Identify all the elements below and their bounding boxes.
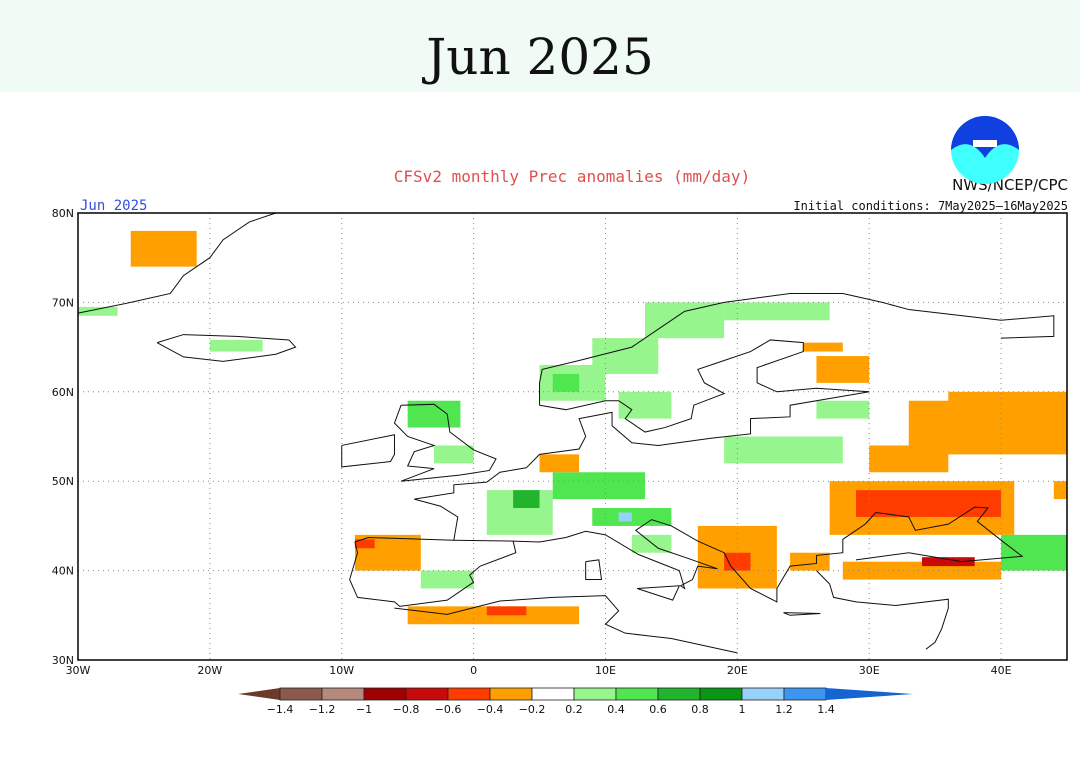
colorbar-label: −0.2 (519, 703, 546, 716)
anomaly-cells (78, 230, 1067, 625)
figure-title: CFSv2 monthly Prec anomalies (mm/day) (394, 167, 750, 186)
coastline (349, 537, 517, 607)
colorbar-swatch (573, 687, 617, 701)
lat-tick-label: 80N (52, 207, 74, 220)
colorbar-label: 0.2 (565, 703, 583, 716)
colorbar-swatch (615, 687, 659, 701)
month-label: Jun 2025 (80, 198, 147, 214)
lon-tick-label: 20E (727, 664, 748, 677)
colorbar-swatch (363, 687, 407, 701)
anomaly-cell (790, 552, 830, 571)
anomaly-cell (539, 454, 580, 473)
colorbar-label: −0.8 (393, 703, 420, 716)
lon-tick-label: 0 (470, 664, 477, 677)
anomaly-cell (921, 557, 975, 567)
anomaly-cell (513, 490, 540, 509)
colorbar-label: 0.4 (607, 703, 625, 716)
colorbar-label: −0.4 (477, 703, 504, 716)
coastline (783, 612, 821, 616)
colorbar-swatch (447, 687, 491, 701)
lon-tick-label: 30W (66, 664, 91, 677)
colorbar-label: 1.4 (817, 703, 835, 716)
anomaly-cell (78, 306, 118, 316)
axis-ticks: 30W 20W 10W 0 10E 20E 30E 40E 30N 40N 50N 60N 70N 80N (52, 207, 1012, 677)
anomaly-cell (869, 445, 949, 473)
colorbar-swatch (321, 687, 365, 701)
colorbar-label: 0.8 (691, 703, 709, 716)
coastline (393, 403, 497, 482)
anomaly-cell (354, 539, 375, 549)
colorbar: −1.4 −1.2 −1 −0.8 −0.6 −0.4 −0.2 0.2 0.4 0.6 0.8 1 1… (238, 687, 913, 716)
colorbar-label: −1 (356, 703, 372, 716)
anomaly-cell (1053, 481, 1067, 500)
lat-tick-label: 70N (52, 296, 74, 309)
colorbar-arrow-high (826, 688, 913, 700)
anomaly-cell (592, 508, 672, 526)
coastlines (77, 212, 1055, 654)
coastline (414, 391, 870, 541)
coastline (816, 570, 949, 650)
lat-tick-label: 30N (52, 654, 74, 667)
anomaly-cell (420, 570, 474, 589)
lon-tick-label: 30E (859, 664, 880, 677)
lon-tick-label: 40E (991, 664, 1012, 677)
anomaly-cell (592, 338, 659, 374)
anomaly-cell (948, 391, 1067, 410)
anomaly-cell (724, 302, 830, 321)
anomaly-cell (618, 512, 632, 522)
lat-tick-label: 50N (52, 475, 74, 488)
coastline (341, 434, 395, 468)
anomaly-cell (130, 230, 197, 267)
colorbar-label: −1.4 (267, 703, 294, 716)
colorbar-label: −1.2 (309, 703, 336, 716)
initial-conditions: Initial conditions: 7May2025–16May2025 (793, 199, 1068, 213)
anomaly-cell (631, 534, 672, 553)
anomaly-cell (724, 436, 843, 464)
anomaly-cell (803, 342, 843, 352)
colorbar-swatch (489, 687, 533, 701)
noaa-logo-icon (951, 116, 1019, 184)
colorbar-swatch (657, 687, 701, 701)
anomaly-cell (816, 356, 870, 383)
page-title: Jun 2025 (426, 28, 654, 86)
colorbar-swatch (405, 687, 449, 701)
anomaly-cell (209, 339, 263, 352)
coastline (539, 339, 870, 433)
colorbar-swatch (279, 687, 323, 701)
coastline (394, 595, 738, 654)
colorbar-label: 1 (739, 703, 746, 716)
anomaly-cell (856, 490, 1002, 517)
lon-tick-label: 10W (329, 664, 354, 677)
lon-tick-label: 20W (197, 664, 222, 677)
colorbar-swatch (741, 687, 785, 701)
colorbar-label: 1.2 (775, 703, 793, 716)
anomaly-cell (552, 373, 580, 392)
colorbar-swatch (783, 687, 827, 701)
anomaly-cell (618, 391, 672, 419)
coastline (77, 212, 276, 314)
anomaly-cell (1001, 534, 1067, 571)
lat-tick-label: 60N (52, 386, 74, 399)
colorbar-swatch (699, 687, 743, 701)
colorbar-arrow-low (238, 688, 280, 700)
anomaly-cell (434, 445, 474, 464)
anomaly-cell (816, 400, 870, 419)
map-frame (77, 212, 1068, 661)
coastline (539, 292, 1055, 406)
title-band (0, 0, 1080, 92)
colorbar-label: 0.6 (649, 703, 667, 716)
colorbar-label: −0.6 (435, 703, 462, 716)
colorbar-swatch (531, 687, 575, 701)
lon-tick-label: 10E (595, 664, 616, 677)
coastline (585, 559, 603, 581)
anomaly-cell (645, 302, 725, 339)
coastline (156, 334, 297, 362)
anomaly-cell (552, 472, 646, 500)
coastline (636, 585, 681, 601)
lat-tick-label: 40N (52, 565, 74, 578)
coastline (513, 506, 1024, 603)
anomaly-cell (486, 606, 527, 616)
